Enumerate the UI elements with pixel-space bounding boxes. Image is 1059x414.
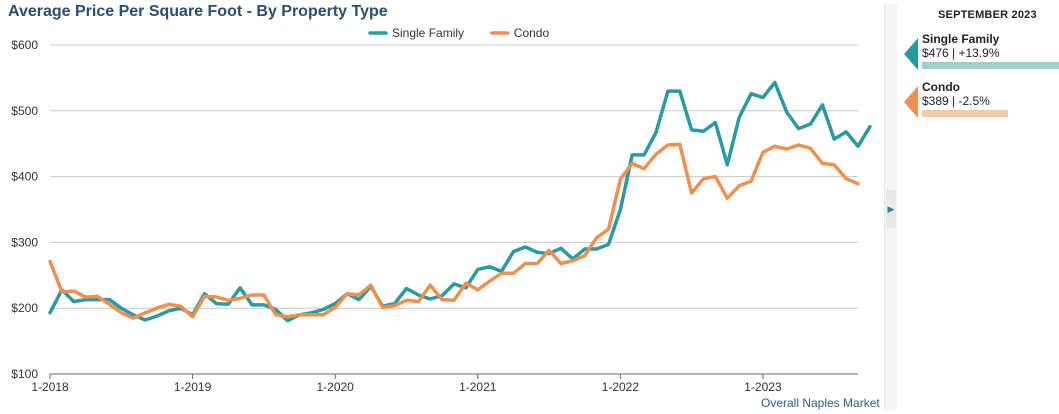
x-tick-label: 1-2022 bbox=[602, 380, 640, 394]
x-tick-label: 1-2023 bbox=[744, 380, 782, 394]
market-link[interactable]: Overall Naples Market bbox=[761, 396, 880, 410]
summary-value: $476 | +13.9% bbox=[922, 46, 1000, 60]
series-line-single-family bbox=[48, 80, 872, 323]
summary-period: SEPTEMBER 2023 bbox=[938, 9, 1037, 21]
series-lines bbox=[48, 80, 872, 323]
summary-bar bbox=[922, 62, 1059, 69]
summary-name: Single Family bbox=[922, 32, 1000, 46]
x-axis-labels: 1-2018 1-2019 1-2020 1-2021 1-2022 1-2023 bbox=[31, 374, 782, 394]
x-tick-label: 1-2021 bbox=[459, 380, 497, 394]
arrow-left-icon bbox=[904, 86, 918, 118]
y-tick-label: $600 bbox=[11, 38, 38, 52]
x-tick-label: 1-2018 bbox=[31, 380, 69, 394]
gridlines bbox=[50, 44, 858, 375]
y-tick-label: $400 bbox=[11, 170, 38, 184]
chart-title: Average Price Per Square Foot - By Prope… bbox=[8, 3, 388, 20]
y-tick-label: $100 bbox=[11, 367, 38, 381]
sidebar-toggle-button[interactable]: ▶ bbox=[886, 190, 896, 228]
arrow-left-icon bbox=[904, 38, 918, 70]
summary-condo[interactable]: Condo $389 | -2.5% bbox=[904, 80, 1059, 130]
summary-single-family[interactable]: Single Family $476 | +13.9% bbox=[904, 32, 1059, 82]
summary-name: Condo bbox=[922, 80, 960, 94]
y-tick-label: $500 bbox=[11, 104, 38, 118]
series-line-condo bbox=[48, 142, 860, 320]
summary-bar bbox=[922, 110, 1008, 117]
y-axis-labels: $100 $200 $300 $400 $500 $600 bbox=[11, 38, 38, 381]
legend[interactable]: Single Family Condo bbox=[368, 26, 550, 40]
summary-value: $389 | -2.5% bbox=[922, 94, 990, 108]
legend-label-condo: Condo bbox=[514, 26, 550, 40]
caret-right-icon: ▶ bbox=[887, 203, 895, 214]
legend-label-single-family: Single Family bbox=[392, 26, 464, 40]
y-tick-label: $200 bbox=[11, 301, 38, 315]
x-tick-label: 1-2019 bbox=[174, 380, 212, 394]
x-tick-label: 1-2020 bbox=[316, 380, 354, 394]
y-tick-label: $300 bbox=[11, 235, 38, 249]
